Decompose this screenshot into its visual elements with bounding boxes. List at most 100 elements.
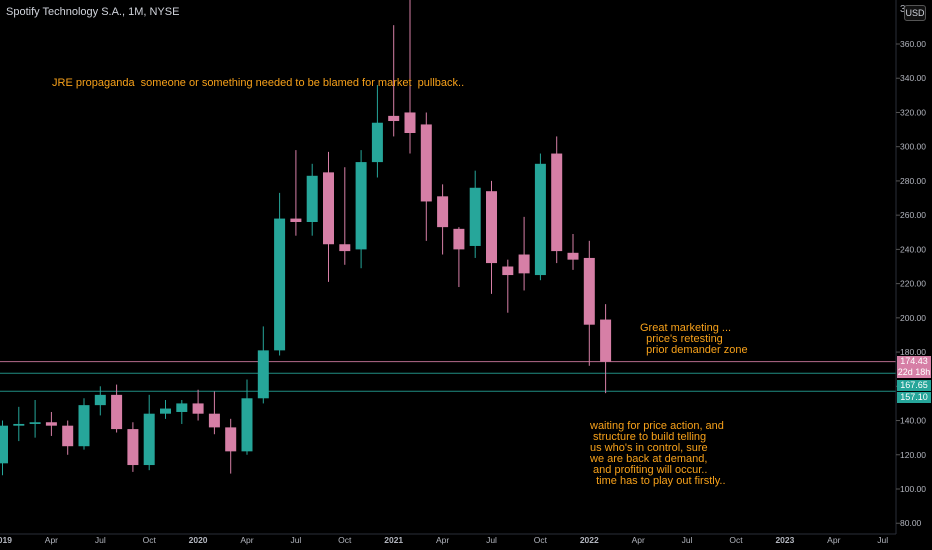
y-tick-label: 80.00 [900, 518, 922, 528]
y-tick-label: 240.00 [900, 244, 926, 254]
y-tick-label: 140.00 [900, 416, 926, 426]
y-tick-label: 100.00 [900, 484, 926, 494]
candle [437, 184, 449, 255]
candle [45, 411, 57, 436]
currency-badge[interactable]: USD [904, 5, 926, 21]
price-tag: 157.10 [897, 392, 931, 403]
candle-body [518, 254, 530, 274]
candle [355, 150, 367, 269]
candle [420, 112, 432, 241]
candle-body [339, 244, 351, 252]
candle [567, 233, 579, 270]
candle [13, 406, 25, 442]
candle [486, 180, 497, 294]
y-tick-label: 340.00 [900, 73, 926, 83]
candle [404, 0, 416, 154]
candle [534, 153, 546, 281]
x-tick-label: Jul [290, 535, 301, 545]
candle [371, 85, 383, 178]
y-tick-label: 220.00 [900, 279, 926, 289]
y-tick-label: 300.00 [900, 142, 926, 152]
candle-body [600, 319, 612, 362]
candle-body [534, 163, 546, 276]
candle-body [274, 218, 286, 351]
candle [94, 386, 106, 416]
candle-body [0, 425, 8, 464]
x-tick-label: Jul [682, 535, 693, 545]
annotation-right: Great marketing ... price's retesting pr… [640, 322, 748, 356]
y-tick-label: 260.00 [900, 210, 926, 220]
x-tick-label: 2019 [0, 535, 12, 545]
symbol-title: Spotify Technology S.A., 1M, NYSE [6, 6, 180, 18]
y-tick-label: 180.00 [900, 347, 926, 357]
candle [551, 136, 563, 264]
candle-body [453, 228, 465, 250]
x-tick-label: Apr [436, 535, 449, 545]
candle-body [257, 350, 269, 399]
candle-body [45, 422, 57, 426]
x-tick-label: 2020 [189, 535, 208, 545]
candle [274, 192, 286, 356]
candle-body [371, 122, 383, 163]
candle-body [29, 422, 41, 424]
x-tick-label: Oct [143, 535, 157, 545]
price-tag: 22d 18h [897, 367, 931, 378]
x-tick-label: Oct [338, 535, 352, 545]
candle [388, 25, 400, 137]
candle-body [323, 172, 334, 245]
x-tick-label: 2022 [580, 535, 599, 545]
candle [0, 420, 8, 476]
candle-body [404, 112, 416, 133]
candle-body [111, 394, 123, 430]
candle-body [306, 175, 318, 222]
candle-body [127, 429, 139, 466]
candle-body [225, 427, 237, 452]
axis-top-label: 3 [900, 4, 906, 15]
candle [600, 304, 612, 394]
candle-body [469, 187, 481, 246]
horizontal-lines-layer [0, 361, 896, 392]
candle-body [420, 124, 432, 202]
candle [160, 400, 171, 419]
candle-body [62, 425, 74, 447]
annotation-bottom: waiting for price action, and structure … [590, 420, 726, 487]
candle-body [355, 162, 367, 250]
annotation-top: JRE propaganda someone or something need… [52, 77, 465, 89]
candle-body [388, 115, 400, 122]
x-tick-label: 2023 [775, 535, 794, 545]
candle-body [241, 398, 253, 452]
y-tick-label: 320.00 [900, 107, 926, 117]
candle [306, 163, 318, 236]
candle [290, 150, 302, 236]
x-tick-label: Apr [45, 535, 58, 545]
candle [257, 326, 269, 404]
candle-body [502, 266, 514, 276]
candle [339, 167, 351, 265]
x-tick-label: Apr [632, 535, 645, 545]
candle [453, 227, 465, 288]
candle [583, 240, 595, 366]
candles-layer [0, 0, 612, 476]
candle [518, 216, 530, 291]
candle-body [551, 153, 563, 252]
candle-body [583, 257, 595, 325]
candle-body [290, 218, 302, 222]
candle [323, 151, 334, 282]
x-tick-label: Oct [729, 535, 743, 545]
candle [176, 400, 188, 424]
x-tick-label: 2021 [384, 535, 403, 545]
candle-body [78, 405, 90, 447]
candle-body [486, 191, 497, 264]
price-tag: 174.43 [897, 356, 931, 367]
candle-body [567, 252, 579, 260]
x-tick-label: Apr [240, 535, 253, 545]
candle [78, 398, 90, 450]
candle-body [176, 403, 188, 412]
x-tick-label: Jul [95, 535, 106, 545]
candle [208, 391, 220, 435]
candle-body [208, 413, 220, 428]
candle [127, 422, 139, 472]
